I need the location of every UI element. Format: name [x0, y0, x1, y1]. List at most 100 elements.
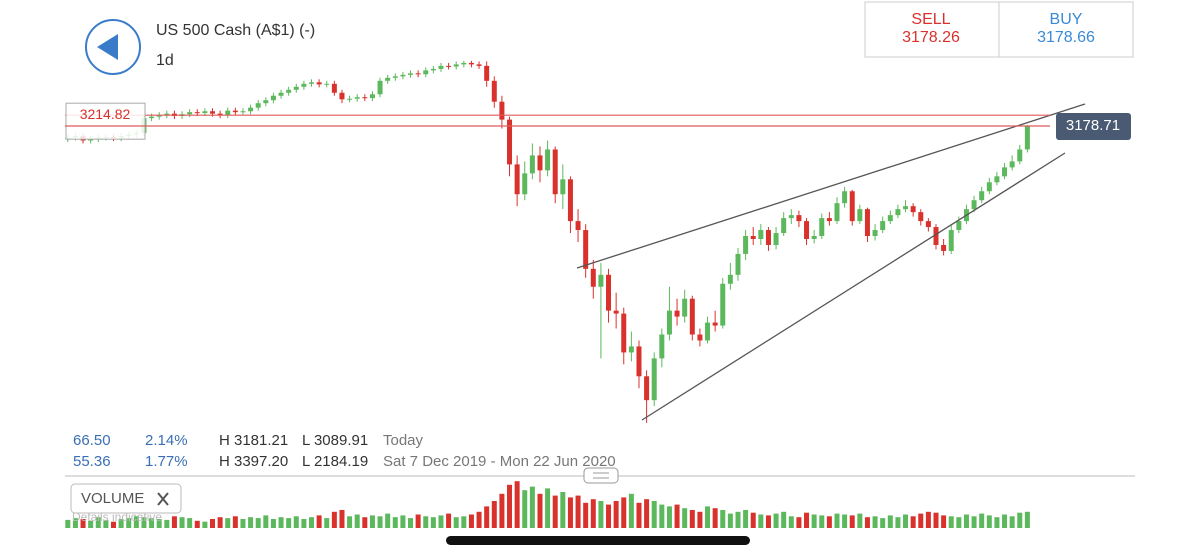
volume-bar: [590, 499, 596, 528]
volume-bar: [971, 516, 977, 528]
volume-bar: [705, 506, 711, 528]
volume-bar: [514, 481, 520, 528]
volume-bar: [781, 511, 787, 528]
buy-label[interactable]: BUY: [1050, 11, 1083, 28]
volume-bar: [697, 511, 703, 528]
stat: L 3089.91: [302, 432, 368, 449]
volume-bar: [446, 513, 452, 528]
candle-body: [164, 113, 170, 116]
volume-bar: [720, 510, 726, 528]
candle-body: [903, 206, 909, 210]
stat: 1.77%: [145, 453, 188, 470]
volume-bar: [263, 515, 269, 528]
candle-body: [415, 73, 421, 75]
candle-body: [347, 98, 353, 100]
volume-bar: [849, 515, 855, 528]
candle-body: [636, 346, 642, 377]
interval: 1d: [156, 52, 174, 69]
candle-body: [994, 176, 1000, 183]
volume-bar: [232, 516, 238, 528]
volume-bar: [210, 519, 216, 528]
candle-body: [210, 111, 216, 114]
volume-pill-box[interactable]: [70, 483, 182, 514]
volume-bar: [689, 510, 695, 528]
candle-body: [941, 244, 947, 251]
volume-bar: [758, 514, 764, 528]
candle-body: [408, 73, 414, 75]
volume-close[interactable]: [157, 492, 169, 506]
volume-bar: [583, 502, 589, 528]
volume-bar: [872, 516, 878, 528]
stat: 2.14%: [145, 432, 188, 449]
volume-bar: [65, 519, 71, 528]
volume-bar: [666, 506, 672, 528]
candle-body: [758, 230, 764, 239]
volume-bar: [309, 517, 315, 528]
volume-bar: [507, 484, 513, 528]
sell-price[interactable]: 3178.26: [902, 29, 960, 46]
volume-label[interactable]: VOLUME: [81, 490, 144, 507]
volume-bar: [621, 497, 627, 528]
volume-bar: [613, 501, 619, 528]
volume-bar: [636, 502, 642, 528]
candle-body: [354, 97, 360, 99]
handle-box[interactable]: [583, 467, 619, 484]
volume-bar: [385, 513, 391, 528]
stat: Today: [383, 432, 424, 449]
volume-bar: [529, 486, 535, 528]
candle-body: [392, 76, 398, 78]
candle-body: [849, 191, 855, 222]
volume-bar: [240, 519, 246, 528]
volume-bar: [202, 521, 208, 528]
candle-body: [377, 80, 383, 95]
volume-bar: [903, 514, 909, 528]
volume-bar: [963, 514, 969, 528]
pane-handle[interactable]: [583, 467, 619, 484]
candle-body: [446, 65, 452, 67]
volume-bar: [796, 517, 802, 528]
candle-body: [1002, 167, 1008, 177]
volume-bar: [408, 518, 414, 528]
back-button[interactable]: [85, 19, 141, 75]
candle-body: [925, 221, 931, 228]
candle-body: [316, 82, 322, 85]
candle-body: [765, 230, 771, 245]
volume-bar: [423, 516, 429, 528]
volume-bar: [278, 517, 284, 528]
candle-body: [948, 230, 954, 251]
volume-bar: [126, 518, 132, 528]
candle-body: [309, 82, 315, 84]
volume-bar: [347, 516, 353, 528]
candle-body: [507, 119, 513, 165]
buy-button[interactable]: BUY 3178.66: [1037, 11, 1095, 46]
sell-button[interactable]: SELL 3178.26: [902, 11, 960, 46]
plot-layer: [65, 60, 1030, 528]
candle-body: [659, 334, 665, 359]
volume-bar: [270, 519, 276, 528]
back-arrow[interactable]: [97, 34, 118, 60]
candle-body: [514, 164, 520, 195]
volume-bar: [674, 504, 680, 528]
candle-body: [575, 221, 581, 231]
volume-bar: [979, 513, 985, 528]
volume-bar: [644, 499, 650, 528]
volume-bar: [369, 515, 375, 528]
candle-body: [461, 62, 467, 65]
volume-bar: [750, 512, 756, 528]
candle-body: [918, 212, 924, 222]
candle-body: [149, 116, 155, 119]
sell-label[interactable]: SELL: [911, 11, 950, 28]
volume-bar: [826, 516, 832, 528]
buy-price[interactable]: 3178.66: [1037, 29, 1095, 46]
volume-bar: [453, 517, 459, 528]
volume-bar: [918, 513, 924, 528]
volume-bar: [461, 516, 467, 528]
volume-pill[interactable]: VOLUME: [70, 483, 182, 514]
candle-body: [560, 179, 566, 195]
volume-bar: [286, 518, 292, 528]
volume-bar: [156, 519, 162, 528]
stat: L 2184.19: [302, 453, 368, 470]
volume-bar: [910, 516, 916, 528]
volume-bar: [765, 515, 771, 528]
candle-body: [956, 221, 962, 231]
